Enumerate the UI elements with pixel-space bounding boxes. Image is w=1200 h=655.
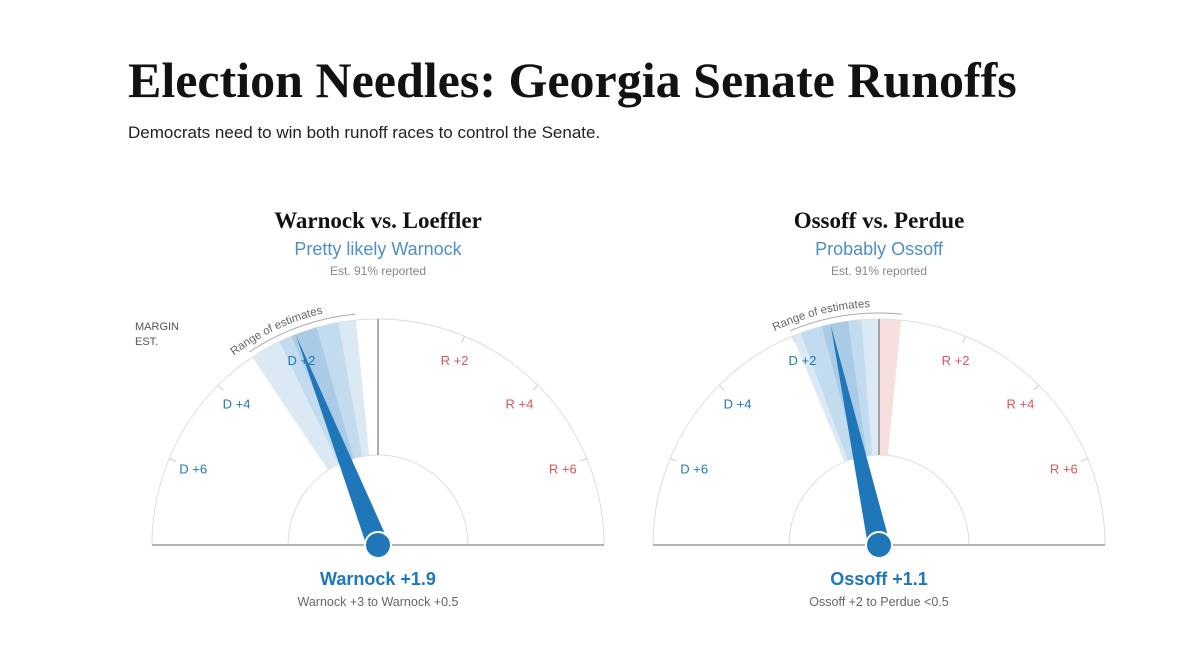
tick-mark bbox=[461, 336, 465, 343]
tick-label: D +6 bbox=[179, 461, 207, 476]
range-arc bbox=[790, 312, 902, 332]
range-label: Warnock +3 to Warnock +0.5 bbox=[298, 595, 459, 609]
gauge-note: Est. 91% reported bbox=[831, 264, 927, 278]
needle-hub bbox=[865, 531, 893, 559]
axis-label: EST. bbox=[135, 336, 158, 348]
tick-label: D +6 bbox=[680, 461, 708, 476]
tick-label: R +2 bbox=[942, 353, 970, 368]
tick-label: D +4 bbox=[724, 397, 752, 412]
needle-hub bbox=[364, 531, 392, 559]
result-label: Ossoff +1.1 bbox=[830, 569, 928, 589]
result-label: Warnock +1.9 bbox=[320, 569, 436, 589]
axis-label: MARGIN bbox=[135, 321, 179, 333]
tick-label: R +6 bbox=[1050, 461, 1078, 476]
tick-label: R +4 bbox=[1007, 397, 1035, 412]
gauge-title: Ossoff vs. Perdue bbox=[794, 208, 965, 233]
tick-label: R +6 bbox=[549, 461, 577, 476]
tick-label: D +2 bbox=[288, 353, 316, 368]
tick-mark bbox=[670, 458, 677, 462]
needle bbox=[295, 335, 389, 550]
needle bbox=[830, 325, 890, 548]
tick-label: R +4 bbox=[506, 397, 534, 412]
tick-mark bbox=[532, 384, 539, 391]
tick-mark bbox=[1081, 458, 1088, 462]
tick-label: R +2 bbox=[441, 353, 469, 368]
tick-mark bbox=[217, 384, 224, 391]
tick-label: D +2 bbox=[789, 353, 817, 368]
page-subtitle: Democrats need to win both runoff races … bbox=[128, 123, 600, 142]
tick-mark bbox=[792, 336, 796, 343]
range-band bbox=[879, 319, 902, 456]
tick-mark bbox=[291, 336, 295, 343]
range-arc bbox=[248, 313, 356, 353]
tick-mark bbox=[962, 336, 966, 343]
gauge-title: Warnock vs. Loeffler bbox=[274, 208, 482, 233]
tick-mark bbox=[580, 458, 587, 462]
page-title: Election Needles: Georgia Senate Runoffs bbox=[128, 52, 1017, 108]
gauge-subtitle: Probably Ossoff bbox=[815, 239, 944, 259]
tick-label: D +4 bbox=[223, 397, 251, 412]
tick-mark bbox=[1033, 384, 1040, 391]
gauge-subtitle: Pretty likely Warnock bbox=[294, 239, 462, 259]
range-label: Ossoff +2 to Perdue <0.5 bbox=[809, 595, 948, 609]
tick-mark bbox=[169, 458, 176, 462]
tick-mark bbox=[718, 384, 725, 391]
gauge-note: Est. 91% reported bbox=[330, 264, 426, 278]
